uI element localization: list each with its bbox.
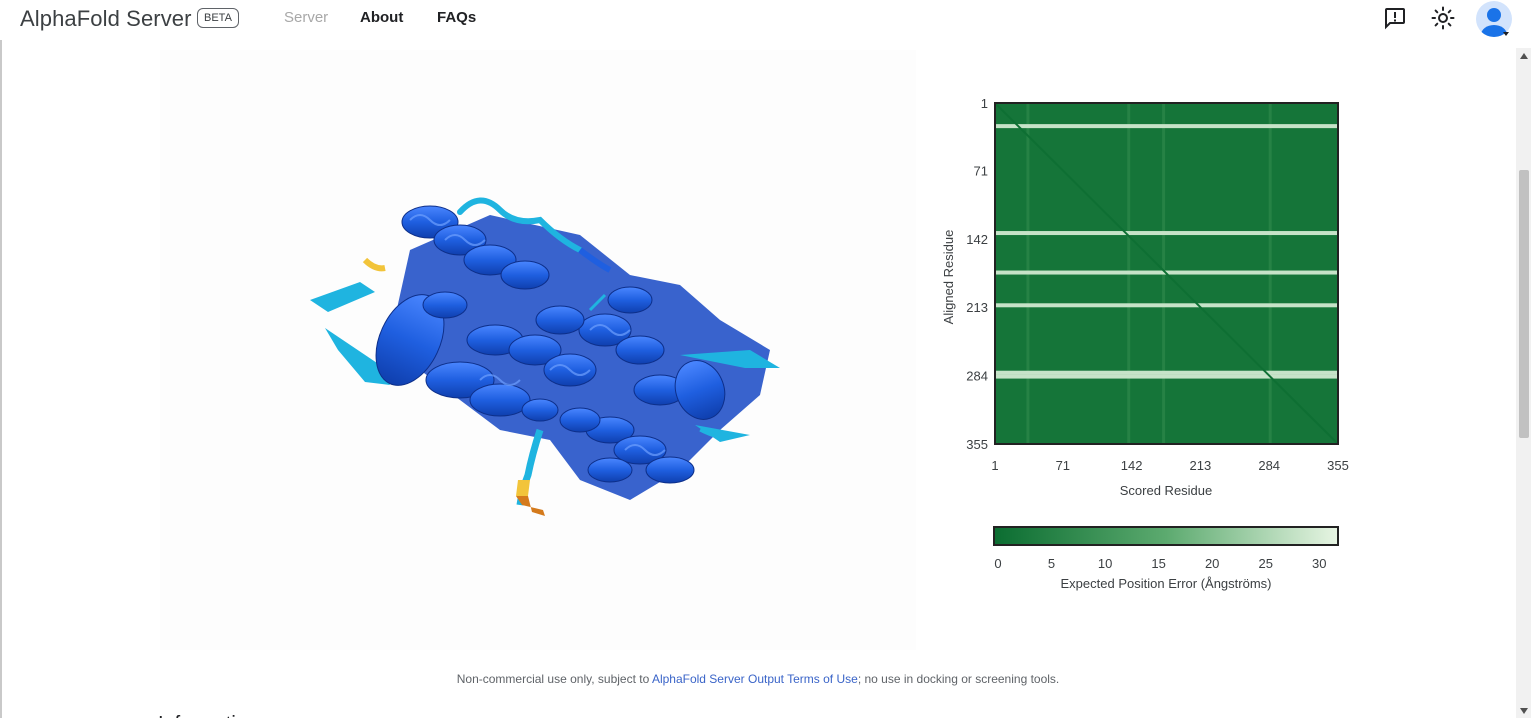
heatmap-row-band (995, 231, 1338, 236)
heatmap-diagonal (994, 102, 1339, 445)
colorbar-tick-label: 20 (1205, 556, 1219, 571)
colorbar-tick-label: 0 (994, 556, 1001, 571)
y-tick-label: 355 (966, 437, 988, 452)
nav-link-about[interactable]: About (360, 9, 404, 26)
disclaimer-text: Non-commercial use only, subject to (456, 672, 652, 686)
scroll-up-icon[interactable] (1519, 52, 1529, 60)
y-tick-label: 71 (974, 163, 988, 178)
beta-badge: BETA (197, 8, 239, 28)
y-tick-label: 284 (966, 369, 988, 384)
heatmap[interactable] (994, 102, 1339, 445)
y-axis-label: Aligned Residue (941, 230, 956, 325)
heatmap-row-band (995, 370, 1338, 375)
account-avatar-icon[interactable] (1476, 1, 1512, 37)
colorbar-tick-label: 15 (1151, 556, 1165, 571)
terms-of-use-link[interactable]: AlphaFold Server Output Terms of Use (651, 672, 858, 686)
colorbar-tick-label: 5 (1048, 556, 1055, 571)
x-tick-label: 142 (1121, 458, 1143, 473)
nav-link-server[interactable]: Server (284, 9, 329, 26)
information-heading: Information (158, 707, 258, 718)
heatmap-row-band (995, 303, 1338, 308)
y-tick-label: 142 (966, 232, 988, 247)
heatmap-row-band (995, 124, 1338, 129)
window-edge (0, 40, 2, 718)
brightness-icon[interactable] (1431, 6, 1455, 30)
x-axis-label: Scored Residue (1120, 483, 1213, 498)
heatmap-row-band (995, 374, 1338, 379)
x-tick-label: 1 (991, 458, 998, 473)
pae-chart: 1 71 142 213 284 355 1 71 142 213 284 355 Scored R… (930, 95, 1360, 605)
disclaimer-suffix: ; no use in docking or screening tools. (857, 672, 1060, 686)
pae-chart-svg: 1 71 142 213 284 355 1 71 142 213 284 355 Scored R… (941, 96, 1349, 591)
scroll-down-icon[interactable] (1519, 707, 1529, 715)
x-tick-label: 213 (1190, 458, 1212, 473)
usage-disclaimer: Non-commercial use only, subject to Alph… (0, 672, 1516, 686)
nav-link-faqs[interactable]: FAQs (437, 9, 477, 26)
x-tick-label: 284 (1258, 458, 1280, 473)
colorbar-tick-label: 10 (1098, 556, 1112, 571)
colorbar (993, 526, 1339, 546)
app-title[interactable]: AlphaFold Server (20, 6, 192, 31)
feedback-icon[interactable] (1383, 6, 1407, 30)
structure-viewer[interactable] (160, 50, 916, 650)
x-tick-label: 355 (1327, 458, 1349, 473)
protein-ribbon-model[interactable] (160, 50, 916, 650)
account-dropdown-icon[interactable] (1503, 32, 1509, 36)
top-bar: AlphaFold Server BETA Server About FAQs (0, 0, 1531, 40)
colorbar-label: Expected Position Error (Ångströms) (1061, 576, 1272, 591)
scrollbar-thumb[interactable] (1519, 170, 1529, 438)
y-tick-label: 213 (966, 300, 988, 315)
colorbar-tick-label: 25 (1258, 556, 1272, 571)
heatmap-frame (994, 102, 1339, 445)
y-tick-label: 1 (981, 96, 988, 111)
colorbar-tick-label: 30 (1312, 556, 1326, 571)
x-tick-label: 71 (1056, 458, 1070, 473)
